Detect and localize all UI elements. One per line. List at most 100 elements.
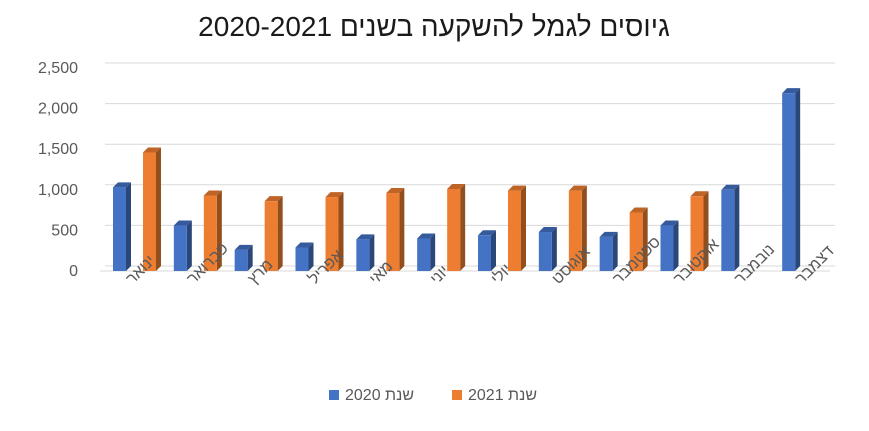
bar-front [264, 201, 278, 271]
bar-top [447, 183, 466, 189]
bar-front [203, 195, 217, 271]
bar [173, 220, 192, 271]
bar-top [538, 227, 557, 233]
y-tick-label: 0 [69, 263, 78, 280]
bar-side [126, 182, 131, 271]
bar [721, 184, 740, 271]
bar-side [612, 231, 618, 271]
bar [386, 188, 405, 271]
bar-top [113, 182, 131, 188]
bar-front [660, 225, 674, 271]
legend-swatch [329, 390, 339, 400]
bar-front [173, 225, 187, 271]
bar-front [386, 193, 400, 271]
bar-front [599, 236, 613, 271]
bar [447, 183, 466, 271]
y-tick-label: 2,500 [38, 60, 78, 77]
bar [264, 196, 283, 271]
bar-side [491, 230, 496, 271]
bar-front [568, 190, 582, 271]
y-tick-label: 1,500 [38, 141, 78, 158]
bar [295, 242, 314, 271]
bar [356, 234, 375, 271]
bar-top [782, 88, 801, 94]
bar-top [508, 185, 526, 191]
bar-side [247, 244, 253, 271]
bar-side [186, 220, 192, 271]
bar-front [295, 247, 309, 271]
bar-top [295, 242, 314, 248]
bar-top [203, 190, 222, 196]
bar-side [673, 220, 679, 271]
bar-side [277, 196, 283, 271]
bar-top [660, 220, 679, 226]
bar-top [599, 231, 618, 237]
bar-front [629, 212, 643, 271]
bar-front [508, 190, 521, 271]
bar-front [782, 93, 796, 271]
bar-side [703, 191, 709, 271]
bars [113, 88, 801, 271]
gridlines [100, 62, 835, 272]
bar-top [721, 184, 740, 190]
bar [629, 207, 648, 271]
bar-side [369, 234, 375, 271]
bar-side [460, 183, 466, 271]
bar [478, 230, 496, 271]
bar-top [690, 191, 709, 197]
bar-top [417, 233, 436, 239]
bar-side [308, 242, 314, 271]
bar [538, 227, 557, 271]
bar-top [386, 188, 405, 194]
bar-top [173, 220, 192, 226]
legend-label: שנת 2020 [345, 387, 414, 404]
bar-front [113, 187, 126, 271]
bar [568, 185, 587, 271]
bar-front [143, 152, 156, 271]
bar [113, 182, 131, 271]
legend-item: שנת 2020 [329, 387, 414, 404]
bar-top [325, 192, 344, 198]
bar-front [721, 189, 735, 271]
bar-side [521, 185, 526, 271]
bar [234, 244, 253, 271]
bar-top [568, 185, 587, 191]
bar-front [325, 197, 339, 271]
bar [599, 231, 618, 271]
bar [782, 88, 801, 271]
bar-side [430, 233, 436, 271]
bar [660, 220, 679, 271]
bar-front [478, 235, 491, 271]
bar-front [234, 249, 248, 271]
legend-item: שנת 2021 [452, 387, 537, 404]
bar [203, 190, 222, 271]
y-tick-label: 1,000 [38, 182, 78, 199]
bar [143, 147, 161, 271]
bar-top [356, 234, 375, 240]
legend: שנת 2020 שנת 2021 [329, 387, 537, 404]
bar-top [629, 207, 648, 213]
chart-title: גיוסים לגמל להשקעה בשנים 2020-2021 [198, 11, 670, 42]
bar-front [447, 188, 461, 271]
bar-front [538, 232, 552, 271]
bar-side [795, 88, 801, 271]
bar-side [338, 192, 344, 271]
bar-side [156, 147, 161, 271]
bar-top [478, 230, 496, 236]
bar [417, 233, 436, 271]
bar-front [690, 196, 704, 271]
bar [325, 192, 344, 271]
y-axis-ticks: 0 500 1,000 1,500 2,000 2,500 [38, 60, 78, 280]
bar-side [551, 227, 557, 271]
bar-front [356, 239, 370, 271]
bar [690, 191, 709, 271]
bar-front [417, 238, 431, 271]
bar [508, 185, 526, 271]
bar-side [734, 184, 740, 271]
y-tick-label: 2,000 [38, 101, 78, 118]
bar-top [143, 147, 161, 153]
bar-side [216, 190, 222, 271]
bar-side [642, 207, 648, 271]
